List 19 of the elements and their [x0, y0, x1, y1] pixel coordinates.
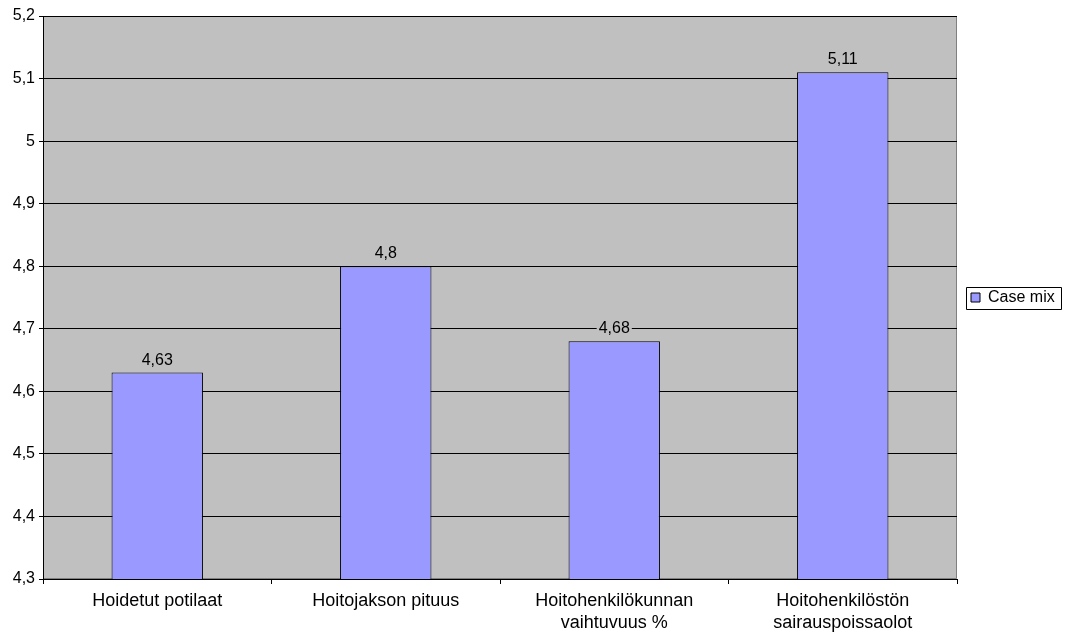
legend-label: Case mix [988, 287, 1055, 305]
data-label: 4,68 [598, 319, 630, 337]
x-tick-label: Hoidetut potilaat [92, 589, 223, 610]
y-tick-label: 4,6 [12, 381, 36, 399]
y-tick-label: 4,8 [12, 256, 36, 274]
y-tick-label: 4,4 [12, 506, 36, 524]
x-tick-label: Hoitojakson pituus [312, 589, 460, 610]
data-label: 4,63 [141, 350, 173, 368]
x-tick-label: Hoitohenkilökunnan vaihtuvuus % [535, 589, 694, 632]
y-tick-label: 5,1 [12, 68, 36, 86]
y-tick-label: 5 [26, 131, 36, 149]
y-tick-label: 4,5 [12, 444, 36, 462]
data-label: 5,11 [827, 50, 858, 68]
y-tick-label: 4,7 [12, 319, 36, 337]
y-tick-label: 4,3 [12, 569, 36, 587]
data-label: 4,8 [374, 244, 397, 262]
y-tick-label: 4,9 [12, 194, 36, 212]
y-tick-label: 5,2 [12, 6, 36, 24]
x-tick-label: Hoitohenkilöstön sairauspoissaolot [773, 589, 913, 632]
